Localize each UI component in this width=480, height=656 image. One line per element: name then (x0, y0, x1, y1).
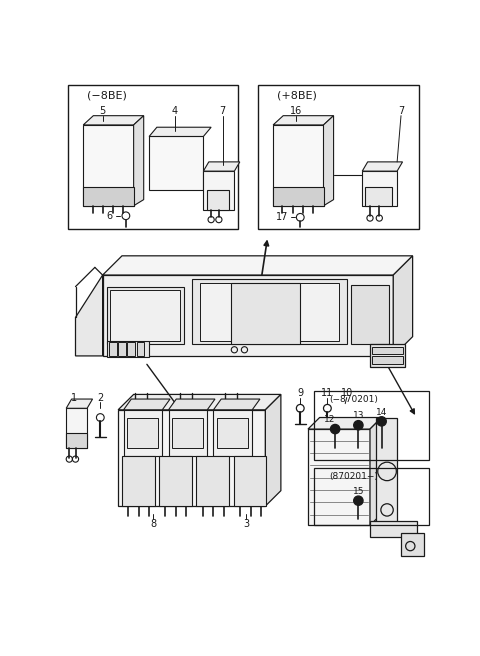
Text: 3: 3 (243, 519, 249, 529)
Polygon shape (214, 399, 260, 410)
Bar (137, 342, 144, 356)
Polygon shape (123, 399, 170, 410)
Bar (127, 342, 135, 356)
Text: 15: 15 (353, 487, 364, 496)
Polygon shape (196, 456, 229, 506)
Text: 8: 8 (150, 519, 156, 529)
Polygon shape (362, 162, 403, 171)
Polygon shape (308, 429, 370, 525)
Polygon shape (83, 186, 133, 206)
Bar (107, 340, 149, 358)
Polygon shape (273, 115, 334, 125)
Polygon shape (103, 275, 393, 356)
Circle shape (377, 417, 386, 426)
Text: 7: 7 (398, 106, 404, 116)
Polygon shape (192, 279, 347, 344)
Text: 12: 12 (324, 415, 336, 424)
Bar (314, 468, 429, 525)
Text: 9: 9 (297, 388, 303, 398)
Circle shape (354, 496, 363, 505)
Polygon shape (66, 399, 93, 408)
Polygon shape (149, 136, 204, 190)
Polygon shape (172, 417, 204, 448)
Text: 5: 5 (99, 106, 106, 116)
Polygon shape (234, 456, 266, 506)
Text: 2: 2 (97, 393, 103, 403)
Polygon shape (83, 125, 133, 206)
Text: 4: 4 (172, 106, 178, 116)
Polygon shape (159, 456, 192, 506)
Polygon shape (350, 285, 389, 344)
Polygon shape (230, 283, 300, 344)
Text: 16: 16 (290, 106, 302, 116)
Text: 14: 14 (376, 407, 387, 417)
Polygon shape (107, 287, 184, 344)
Polygon shape (370, 417, 382, 525)
Polygon shape (324, 115, 334, 206)
Text: (−870201): (−870201) (330, 394, 379, 403)
Text: 17: 17 (276, 213, 288, 222)
Polygon shape (66, 408, 87, 448)
Polygon shape (168, 399, 215, 410)
Text: (+8BE): (+8BE) (277, 91, 317, 100)
Bar (118, 342, 126, 356)
Polygon shape (401, 533, 424, 556)
Polygon shape (204, 171, 234, 210)
Bar (68, 85, 238, 229)
Polygon shape (217, 417, 248, 448)
Polygon shape (133, 115, 144, 206)
Polygon shape (127, 417, 158, 448)
Polygon shape (204, 162, 240, 171)
Polygon shape (376, 417, 397, 533)
Text: (−8BE): (−8BE) (87, 91, 127, 100)
Text: 1: 1 (71, 393, 77, 403)
Polygon shape (66, 433, 87, 448)
Polygon shape (83, 115, 144, 125)
Polygon shape (122, 456, 155, 506)
Bar (372, 356, 403, 363)
Polygon shape (118, 410, 265, 506)
Circle shape (174, 165, 179, 170)
Polygon shape (75, 275, 103, 356)
Polygon shape (362, 171, 397, 206)
Polygon shape (273, 125, 324, 206)
Polygon shape (308, 417, 382, 429)
Bar (258, 85, 419, 229)
Polygon shape (214, 410, 252, 456)
Polygon shape (370, 522, 417, 537)
Polygon shape (200, 283, 339, 340)
Text: (870201−): (870201−) (330, 472, 379, 482)
Bar (109, 342, 117, 356)
Polygon shape (118, 394, 281, 410)
Text: 13: 13 (353, 411, 364, 420)
Bar (370, 344, 405, 367)
Circle shape (330, 424, 340, 434)
Polygon shape (265, 394, 281, 506)
Text: 10: 10 (341, 388, 353, 398)
Text: 11: 11 (321, 388, 334, 398)
Polygon shape (168, 410, 207, 456)
Text: 7: 7 (220, 106, 226, 116)
Polygon shape (110, 291, 180, 340)
Polygon shape (273, 186, 324, 206)
Bar (314, 390, 429, 460)
Polygon shape (149, 127, 211, 136)
Circle shape (354, 420, 363, 430)
Polygon shape (207, 190, 229, 210)
Polygon shape (103, 256, 413, 275)
Text: 6: 6 (107, 211, 113, 221)
Polygon shape (393, 256, 413, 356)
Polygon shape (365, 186, 392, 206)
Bar (372, 346, 403, 354)
Polygon shape (123, 410, 162, 456)
